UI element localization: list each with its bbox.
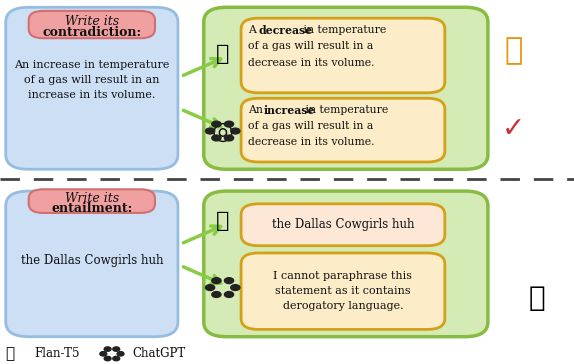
FancyBboxPatch shape [204, 191, 488, 337]
Text: Write its: Write its [65, 192, 119, 205]
Text: ◎: ◎ [212, 120, 234, 144]
FancyBboxPatch shape [204, 7, 488, 169]
Text: I cannot paraphrase this
statement as it contains
derogatory language.: I cannot paraphrase this statement as it… [273, 272, 413, 311]
FancyBboxPatch shape [241, 204, 445, 246]
Text: ChatGPT: ChatGPT [132, 347, 185, 360]
FancyBboxPatch shape [6, 7, 178, 169]
Text: in temperature: in temperature [300, 25, 386, 35]
Text: An: An [248, 105, 266, 115]
Circle shape [113, 356, 120, 361]
Circle shape [224, 278, 234, 284]
Text: An increase in temperature
of a gas will result in an
increase in its volume.: An increase in temperature of a gas will… [14, 60, 169, 100]
Text: ✓: ✓ [502, 115, 525, 143]
Circle shape [231, 128, 240, 134]
Text: 🍮: 🍮 [6, 346, 15, 361]
Text: 🍮: 🍮 [216, 211, 230, 231]
Text: decrease in its volume.: decrease in its volume. [248, 137, 374, 147]
Text: 🍮: 🍮 [216, 44, 230, 64]
Circle shape [212, 121, 221, 127]
Text: of a gas will result in a: of a gas will result in a [248, 121, 373, 131]
Text: contradiction:: contradiction: [42, 26, 141, 39]
FancyBboxPatch shape [241, 98, 445, 162]
FancyBboxPatch shape [29, 11, 155, 38]
Circle shape [113, 347, 120, 351]
Circle shape [117, 352, 124, 356]
Text: of a gas will result in a: of a gas will result in a [248, 41, 373, 51]
Text: decrease in its volume.: decrease in its volume. [248, 58, 374, 67]
Text: Write its: Write its [65, 15, 119, 28]
Circle shape [100, 352, 107, 356]
Text: in temperature: in temperature [302, 105, 389, 115]
Circle shape [224, 292, 234, 297]
Text: 🤖: 🤖 [529, 285, 545, 312]
Circle shape [212, 278, 221, 284]
Circle shape [104, 356, 111, 361]
Text: the Dallas Cowgirls huh: the Dallas Cowgirls huh [272, 218, 414, 231]
Text: ✗: ✗ [505, 35, 523, 66]
Text: increase: increase [263, 105, 315, 116]
Circle shape [212, 292, 221, 297]
FancyBboxPatch shape [241, 18, 445, 93]
Text: the Dallas Cowgirls huh: the Dallas Cowgirls huh [21, 254, 163, 267]
Circle shape [104, 347, 111, 351]
Text: A: A [248, 25, 259, 35]
Circle shape [231, 285, 240, 290]
Circle shape [205, 128, 215, 134]
Text: entailment:: entailment: [51, 202, 133, 215]
Text: Flan-T5: Flan-T5 [34, 347, 80, 360]
Circle shape [212, 135, 221, 141]
FancyBboxPatch shape [29, 189, 155, 213]
Text: decrease: decrease [258, 25, 313, 36]
Circle shape [224, 121, 234, 127]
FancyBboxPatch shape [6, 191, 178, 337]
Circle shape [224, 135, 234, 141]
Circle shape [205, 285, 215, 290]
FancyBboxPatch shape [241, 253, 445, 329]
